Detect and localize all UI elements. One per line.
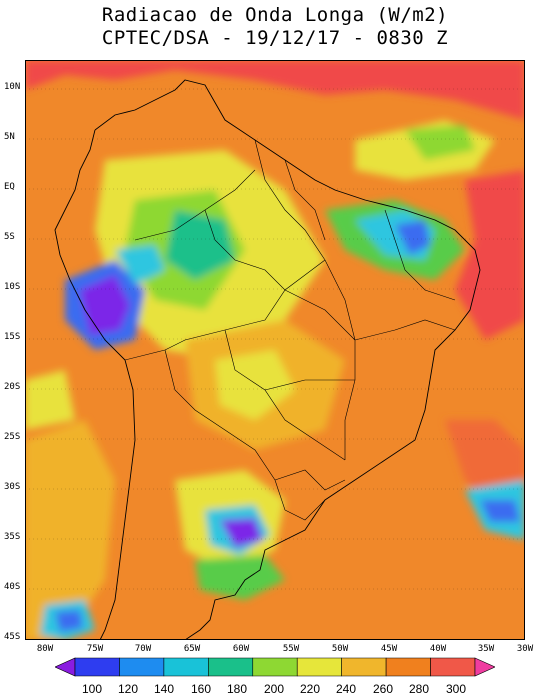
colorbar-segment [341, 657, 387, 677]
lon-label-30w: 30W [516, 644, 534, 654]
lon-label-65w: 65W [183, 644, 201, 654]
olr-map[interactable] [25, 60, 525, 640]
lat-label-10n: 10N [4, 82, 21, 92]
colorbar-label-260: 260 [372, 682, 394, 696]
lat-label-25s: 25S [4, 432, 21, 442]
lon-label-40w: 40W [429, 644, 447, 654]
lon-label-45w: 45W [380, 644, 398, 654]
colorbar-segment [119, 657, 165, 677]
colorbar-label-100: 100 [81, 682, 103, 696]
colorbar-segment [163, 657, 209, 677]
colorbar-segment [430, 657, 476, 677]
colorbar-label-240: 240 [335, 682, 357, 696]
lat-label-eq: EQ [4, 182, 15, 192]
colorbar-segment [252, 657, 298, 677]
colorbar [55, 657, 495, 677]
lat-label-35s: 35S [4, 532, 21, 542]
coastline [54, 79, 481, 640]
lat-label-45s: 45S [4, 632, 21, 642]
lon-label-70w: 70W [134, 644, 152, 654]
map-frame [25, 60, 525, 640]
colorbar-label-160: 160 [190, 682, 212, 696]
colorbar-label-180: 180 [226, 682, 248, 696]
lat-label-20s: 20S [4, 382, 21, 392]
chart-subtitle: CPTEC/DSA - 19/12/17 - 0830 Z [101, 27, 449, 49]
lat-label-30s: 30S [4, 482, 21, 492]
lon-label-75w: 75W [86, 644, 104, 654]
lat-label-15s: 15S [4, 332, 21, 342]
lon-label-50w: 50W [331, 644, 349, 654]
political-borders [124, 139, 456, 521]
colorbar-segment [74, 657, 120, 677]
colorbar-segment [208, 657, 254, 677]
olr-field-shading [25, 60, 525, 640]
colorbar-segment [296, 657, 342, 677]
lat-label-5n: 5N [4, 132, 15, 142]
lat-label-10s: 10S [4, 282, 21, 292]
lat-label-40s: 40S [4, 582, 21, 592]
chart-title: Radiacao de Onda Longa (W/m2) [101, 4, 449, 26]
lat-label-5s: 5S [4, 232, 15, 242]
lon-label-35w: 35W [477, 644, 495, 654]
colorbar-segment [385, 657, 431, 677]
colorbar-segment [474, 657, 495, 677]
lon-label-55w: 55W [282, 644, 300, 654]
lon-label-80w: 80W [36, 644, 54, 654]
colorbar-label-140: 140 [153, 682, 175, 696]
colorbar-label-300: 300 [445, 682, 467, 696]
colorbar-label-200: 200 [263, 682, 285, 696]
graticule [25, 88, 525, 590]
colorbar-label-280: 280 [408, 682, 430, 696]
colorbar-label-120: 120 [117, 682, 139, 696]
lon-label-60w: 60W [232, 644, 250, 654]
colorbar-label-220: 220 [299, 682, 321, 696]
olr-map-canvas [25, 60, 525, 640]
colorbar-segment [55, 657, 76, 677]
